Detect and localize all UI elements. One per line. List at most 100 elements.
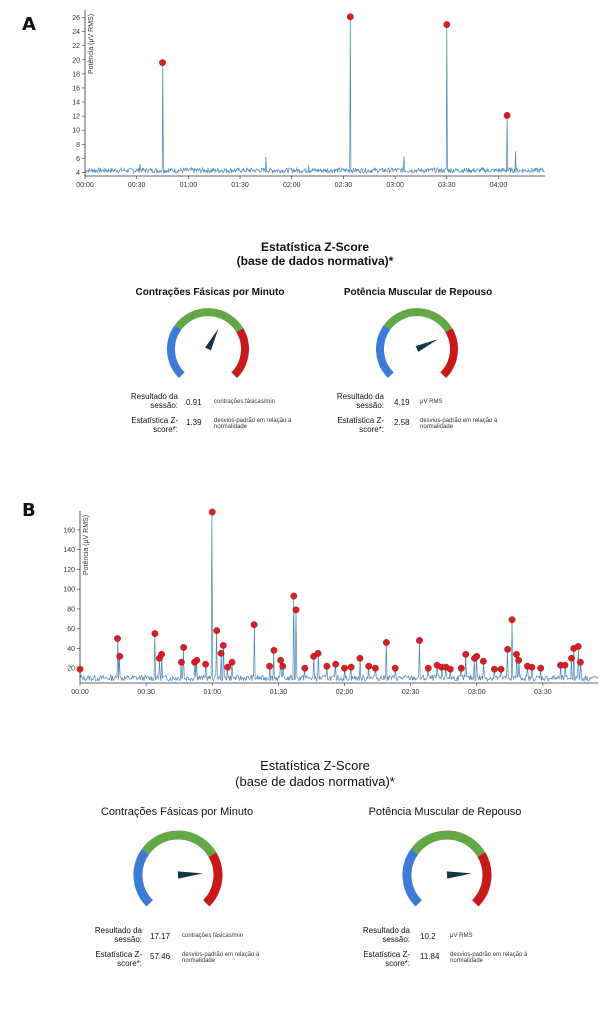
session-result-value: 0.91 (186, 398, 202, 407)
spike-marker (202, 660, 210, 668)
session-result-unit: μV RMS (420, 399, 443, 405)
y-tick-label: 4 (76, 170, 80, 177)
panel-a-gauge2 (376, 308, 458, 379)
spike-marker (292, 606, 300, 614)
signal-line (79, 511, 599, 683)
spike-marker (270, 646, 278, 654)
x-tick-label: 02:30 (335, 182, 353, 189)
spike-marker (76, 665, 84, 673)
y-tick-label: 14 (72, 100, 80, 107)
spike-marker (574, 643, 582, 650)
x-tick-label: 01:00 (180, 182, 198, 189)
signal-line (84, 16, 545, 175)
gauge-high-segment (202, 852, 223, 907)
z-score-label: Estatística Z-score*: (95, 950, 142, 968)
spike-marker (356, 654, 364, 662)
y-tick-label: 100 (63, 587, 75, 594)
chart-a: 4 6 8 10 12 14 16 18 20 22 24 26 Potência (μV RMS) 00… (72, 10, 545, 189)
x-tick-label: 03:00 (468, 689, 486, 696)
session-result-label: Resultado da sessão: (336, 392, 384, 410)
z-score-unit: desvios-padrão em relação à normalidade (450, 952, 528, 964)
spike-marker (347, 663, 355, 671)
spike-marker (497, 665, 505, 673)
gauge-high-segment (440, 328, 458, 379)
session-result-unit: contrações fásicas/min (182, 933, 244, 939)
y-tick-label: 60 (67, 626, 75, 633)
spike-marker (371, 664, 379, 672)
session-result-label: Resultado da sessão: (362, 926, 410, 944)
z-score-unit: desvios-padrão em relação à normalidade (182, 952, 260, 964)
panel-a-stats-title: Estatística Z-Score (base de dados norma… (180, 240, 450, 269)
x-tick-label: 02:30 (402, 689, 420, 696)
z-score-value: 2.58 (394, 418, 410, 427)
x-tick-label: 01:30 (270, 689, 288, 696)
y-tick-label: 10 (72, 128, 80, 135)
y-axis-label: Potência (μV RMS) (88, 14, 95, 74)
gauge-high-segment (471, 852, 492, 907)
x-tick-label: 02:00 (336, 689, 354, 696)
gauge-mid-segment (383, 308, 453, 333)
spike-marker (515, 656, 523, 664)
spike-marker (266, 662, 273, 670)
spike-marker (224, 663, 232, 671)
z-score-unit: desvios-padrão em relação à normalidade (420, 418, 498, 430)
panel-a-letter: A (22, 14, 36, 35)
session-result-unit: μV RMS (450, 933, 473, 939)
panel-b-letter: B (22, 500, 36, 521)
spike-marker (314, 649, 322, 657)
spike-marker (424, 664, 432, 672)
panel-a-gauge1 (167, 308, 249, 379)
panel-b-stats-title-line1: Estatística Z-Score (260, 758, 370, 773)
spike-marker (219, 642, 227, 649)
y-tick-label: 120 (63, 567, 75, 574)
chart-b: 20 40 60 80 100 120 140 160 Potência (μV RMS) 00:… (63, 508, 599, 696)
spike-marker (217, 649, 225, 657)
spike-marker (332, 660, 340, 668)
z-score-value: 57.46 (150, 952, 171, 961)
spike-marker (151, 630, 159, 637)
session-result-label: Resultado da sessão: (130, 392, 178, 410)
spike-marker (277, 656, 284, 664)
panel-b-gauge2-title: Potência Muscular de Repouso (368, 806, 522, 818)
gauge-mid-segment (141, 830, 217, 858)
y-tick-label: 26 (72, 15, 80, 22)
panel-a-gauge1-stats: Resultado da sessão: 0.91 contrações fás… (112, 392, 312, 442)
gauge-high-segment (231, 328, 249, 379)
spike-marker (503, 112, 511, 119)
y-tick-label: 20 (72, 57, 80, 64)
x-tick-label: 00:30 (137, 689, 155, 696)
spike-marker (446, 665, 454, 673)
spike-marker (457, 664, 465, 672)
panel-a-stats-title-line2: (base de dados normativa)* (236, 254, 394, 269)
spike-marker (341, 664, 348, 672)
spike-marker (177, 658, 185, 666)
panel-a-gauge1-title: Contrações Fásicas por Minuto (135, 287, 285, 298)
spike-marker (576, 658, 584, 666)
z-score-value: 11.84 (420, 952, 440, 961)
y-tick-label: 160 (63, 527, 75, 534)
x-tick-label: 03:00 (386, 182, 404, 189)
x-tick-label: 02:00 (283, 182, 301, 189)
spike-marker (158, 650, 165, 658)
spike-marker (279, 662, 287, 670)
z-score-label: Estatística Z-score*: (363, 950, 410, 968)
gauge-needle (415, 339, 438, 352)
x-tick-label: 01:00 (203, 689, 221, 696)
gauge-mid-segment (174, 308, 244, 333)
x-tick-label: 00:00 (76, 182, 94, 189)
y-tick-label: 6 (76, 156, 80, 163)
y-tick-label: 12 (72, 114, 80, 121)
z-score-label: Estatística Z-score*: (131, 416, 178, 434)
spike-marker (323, 662, 331, 670)
spike-marker (473, 652, 481, 660)
spike-marker (208, 508, 216, 516)
gauge-needle (446, 871, 472, 879)
panel-a-stats-title-line1: Estatística Z-Score (260, 240, 370, 254)
z-score-label: Estatística Z-score*: (337, 416, 384, 434)
spike-marker (568, 654, 575, 662)
panel-b-gauge2-stats: Resultado da sessão: 10.2 μV RMS Estatís… (346, 926, 566, 982)
session-result-value: 17.17 (150, 932, 171, 941)
spike-marker (116, 652, 124, 660)
y-tick-label: 80 (67, 606, 75, 613)
spike-marker (508, 616, 516, 624)
